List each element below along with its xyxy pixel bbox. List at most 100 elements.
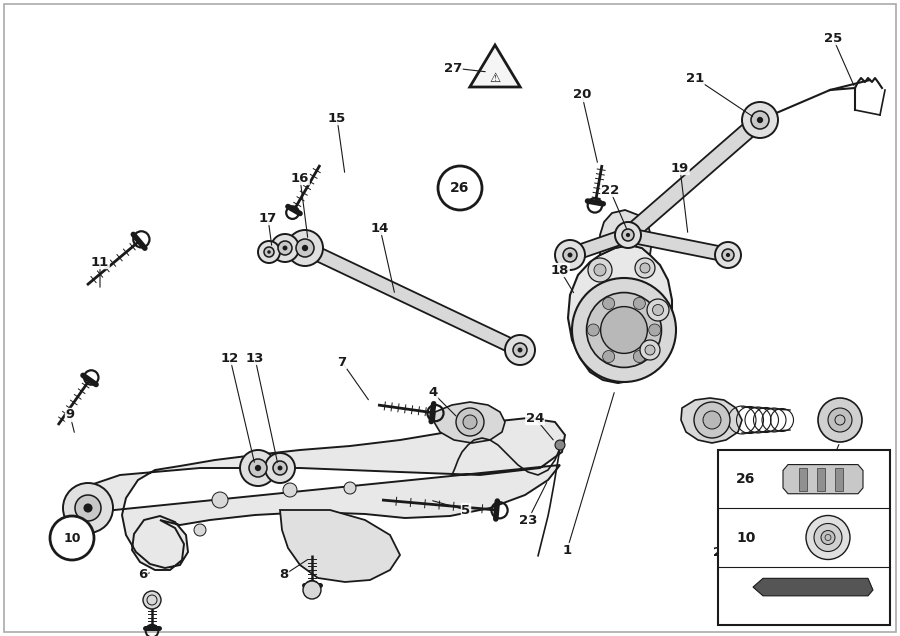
Circle shape — [505, 335, 535, 365]
Circle shape — [555, 240, 585, 270]
Polygon shape — [626, 228, 729, 262]
Circle shape — [594, 264, 606, 276]
Polygon shape — [623, 114, 765, 241]
Circle shape — [568, 252, 572, 258]
Text: 2: 2 — [714, 546, 723, 558]
Circle shape — [647, 299, 669, 321]
Polygon shape — [681, 398, 742, 443]
Circle shape — [264, 247, 274, 257]
Polygon shape — [302, 242, 523, 356]
Circle shape — [634, 350, 645, 363]
Circle shape — [212, 492, 228, 508]
Circle shape — [84, 504, 93, 513]
Text: 21: 21 — [686, 71, 704, 85]
Circle shape — [143, 591, 161, 609]
Bar — [799, 467, 807, 491]
Circle shape — [806, 516, 850, 560]
Circle shape — [277, 466, 283, 471]
Bar — [718, 450, 890, 625]
Polygon shape — [470, 45, 520, 87]
Circle shape — [615, 222, 641, 248]
Text: 8: 8 — [279, 569, 289, 581]
Circle shape — [626, 233, 630, 237]
Circle shape — [757, 117, 763, 123]
Text: ⚠: ⚠ — [490, 71, 500, 85]
Text: 25: 25 — [824, 32, 842, 45]
Text: 4: 4 — [428, 387, 437, 399]
Text: 26: 26 — [450, 181, 470, 195]
Text: 13: 13 — [246, 352, 265, 364]
Circle shape — [722, 249, 734, 261]
Circle shape — [814, 523, 842, 551]
Circle shape — [726, 253, 730, 257]
Polygon shape — [568, 228, 630, 261]
Circle shape — [742, 102, 778, 138]
Text: 23: 23 — [518, 513, 537, 527]
Text: 1: 1 — [562, 544, 572, 556]
Text: 12: 12 — [220, 352, 239, 364]
Circle shape — [635, 258, 655, 278]
Circle shape — [634, 298, 645, 310]
Polygon shape — [600, 210, 652, 255]
Circle shape — [603, 350, 615, 363]
Text: 18: 18 — [551, 263, 569, 277]
Circle shape — [271, 234, 299, 262]
Circle shape — [278, 241, 292, 255]
Circle shape — [588, 324, 599, 336]
Text: 6: 6 — [139, 569, 148, 581]
Circle shape — [640, 340, 660, 360]
Text: 17: 17 — [259, 212, 277, 225]
Circle shape — [75, 495, 101, 521]
Circle shape — [265, 453, 295, 483]
Circle shape — [563, 248, 577, 262]
Circle shape — [818, 398, 862, 442]
Circle shape — [273, 461, 287, 475]
Circle shape — [622, 229, 634, 241]
Text: 10: 10 — [736, 530, 755, 544]
Polygon shape — [783, 464, 863, 494]
Circle shape — [283, 245, 287, 251]
Polygon shape — [753, 578, 873, 596]
Polygon shape — [434, 402, 505, 443]
Circle shape — [283, 483, 297, 497]
Circle shape — [694, 402, 730, 438]
Text: 7: 7 — [338, 356, 346, 368]
Circle shape — [194, 524, 206, 536]
Circle shape — [645, 345, 655, 355]
Text: 9: 9 — [66, 408, 75, 422]
Circle shape — [821, 530, 835, 544]
Text: 24: 24 — [526, 411, 544, 424]
Circle shape — [296, 239, 314, 257]
Polygon shape — [65, 418, 565, 570]
Circle shape — [302, 245, 308, 251]
Text: 19: 19 — [670, 162, 689, 174]
Circle shape — [463, 415, 477, 429]
Text: 20: 20 — [572, 88, 591, 102]
Circle shape — [649, 324, 661, 336]
Polygon shape — [568, 245, 672, 383]
Circle shape — [438, 166, 482, 210]
Circle shape — [640, 263, 650, 273]
Text: 27: 27 — [444, 62, 462, 74]
Bar — [835, 467, 843, 491]
Text: 14: 14 — [371, 221, 389, 235]
Circle shape — [344, 482, 356, 494]
Circle shape — [587, 293, 662, 368]
Circle shape — [303, 581, 321, 599]
Circle shape — [751, 111, 769, 129]
Circle shape — [652, 305, 663, 315]
Polygon shape — [280, 510, 400, 582]
Circle shape — [287, 230, 323, 266]
Circle shape — [600, 307, 647, 354]
Circle shape — [588, 258, 612, 282]
Text: 15: 15 — [328, 111, 346, 125]
Circle shape — [603, 298, 615, 310]
Circle shape — [456, 408, 484, 436]
Circle shape — [258, 241, 280, 263]
Text: 10: 10 — [63, 532, 81, 544]
Circle shape — [715, 242, 741, 268]
Circle shape — [555, 440, 565, 450]
Circle shape — [255, 465, 261, 471]
Circle shape — [50, 516, 94, 560]
Circle shape — [703, 411, 721, 429]
